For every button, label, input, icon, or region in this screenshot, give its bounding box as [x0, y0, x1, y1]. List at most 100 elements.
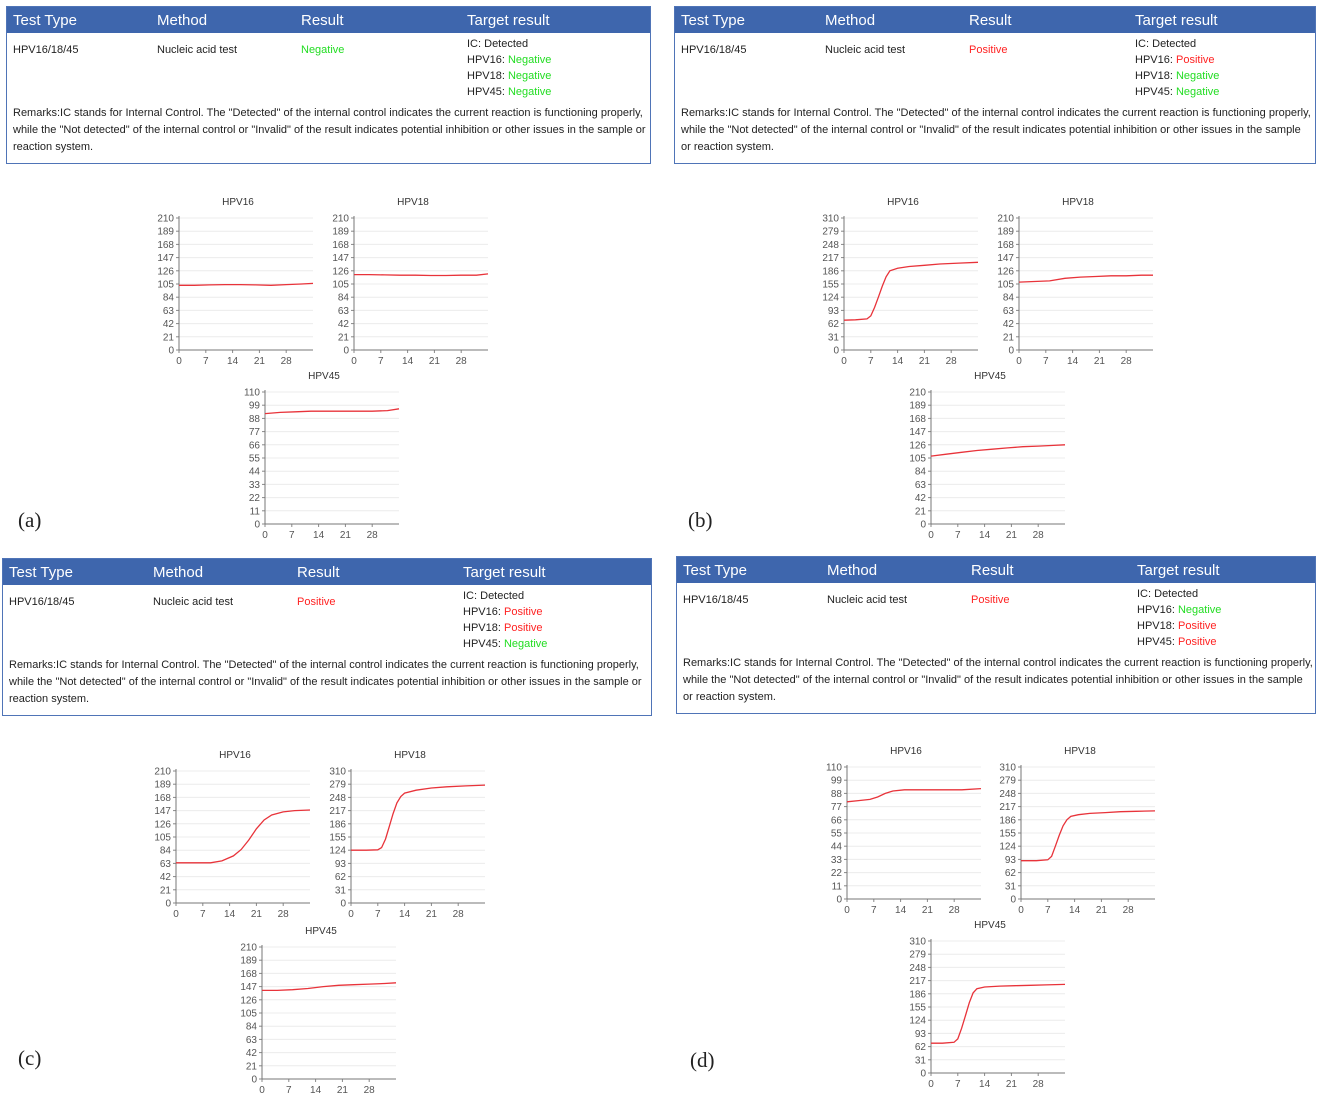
result-cell: Positive	[969, 44, 1008, 56]
x-tick-label: 28	[1033, 530, 1045, 541]
y-tick-label: 77	[249, 427, 261, 438]
amplification-chart: HPV45 0 11 22 33 44 55 66 77 88 99 110 0 7 14 21 28	[236, 368, 401, 541]
y-tick-label: 124	[822, 293, 839, 304]
target-name: HPV18:	[467, 70, 505, 82]
y-tick-label: 21	[163, 332, 175, 343]
y-tick-label: 168	[997, 240, 1014, 251]
y-tick-label: 147	[154, 806, 171, 817]
target-value: Positive	[1175, 54, 1215, 66]
x-tick-label: 21	[1006, 530, 1018, 541]
x-tick-label: 28	[281, 356, 293, 367]
y-tick-label: 147	[332, 253, 349, 264]
y-tick-label: 168	[909, 414, 926, 425]
y-tick-label: 84	[163, 293, 175, 304]
y-tick-label: 147	[240, 982, 257, 993]
y-tick-label: 0	[833, 346, 839, 357]
x-tick-label: 28	[1033, 1079, 1045, 1090]
target-result-item: IC: Detected	[1137, 586, 1221, 602]
y-tick-label: 42	[163, 319, 175, 330]
amplification-chart: HPV16 0 11 22 33 44 55 66 77 88 99 110 0 7 14 21 28	[818, 743, 983, 916]
amplification-chart: HPV18 0 31 62 93 124 155 186 217 248 279 310 0 7 14 21 2…	[322, 747, 487, 920]
y-tick-label: 168	[240, 969, 257, 980]
remarks-text: Remarks:IC stands for Internal Control. …	[9, 659, 642, 705]
x-tick-label: 28	[278, 909, 290, 920]
y-tick-label: 186	[999, 815, 1016, 826]
y-tick-label: 42	[246, 1048, 258, 1059]
x-tick-label: 21	[1006, 1079, 1018, 1090]
column-header: Test Type	[681, 12, 745, 29]
y-tick-label: 248	[329, 793, 346, 804]
target-name: HPV45:	[1137, 636, 1175, 648]
y-tick-label: 22	[249, 493, 261, 504]
target-result-item: HPV16: Negative	[1137, 602, 1221, 618]
x-tick-label: 7	[203, 356, 209, 367]
y-tick-label: 84	[1003, 293, 1015, 304]
amplification-curve	[1021, 810, 1156, 862]
x-tick-label: 14	[227, 356, 239, 367]
y-tick-label: 217	[822, 253, 839, 264]
column-header: Result	[969, 12, 1012, 29]
amplification-curve	[351, 784, 486, 851]
y-tick-label: 155	[909, 1003, 926, 1014]
y-tick-label: 105	[909, 454, 926, 465]
target-result-item: HPV16: Negative	[467, 52, 551, 68]
chart-svg: HPV16 0 11 22 33 44 55 66 77 88 99 110 0 7 14 21 28	[826, 746, 982, 916]
amplification-curve	[354, 273, 489, 277]
y-tick-label: 310	[999, 763, 1016, 774]
y-tick-label: 62	[915, 1042, 927, 1053]
y-tick-label: 44	[831, 842, 843, 853]
target-name: HPV16:	[463, 606, 501, 618]
y-tick-label: 126	[240, 995, 257, 1006]
target-name: IC:	[463, 590, 478, 602]
y-tick-label: 93	[335, 859, 347, 870]
x-tick-label: 0	[841, 356, 847, 367]
column-header: Target result	[467, 12, 550, 29]
result-cell: Negative	[301, 44, 345, 56]
panel-label: (a)	[18, 508, 42, 532]
x-tick-label: 14	[892, 356, 904, 367]
chart-svg: HPV45 0 21 42 63 84 105 126 147 168 189 210 0 7 14 21 28	[240, 926, 397, 1096]
target-value: Detected	[480, 590, 525, 602]
y-tick-label: 0	[920, 1069, 926, 1080]
y-tick-label: 42	[338, 319, 350, 330]
x-tick-label: 7	[286, 1085, 292, 1096]
x-tick-label: 28	[949, 905, 961, 916]
target-value: Negative	[1177, 604, 1222, 616]
target-result-item: HPV16: Positive	[463, 604, 547, 620]
x-tick-label: 7	[200, 909, 206, 920]
y-tick-label: 42	[1003, 319, 1015, 330]
report-header: Test Type Method Result Target result	[677, 557, 1315, 583]
target-result-item: HPV45: Negative	[1135, 84, 1219, 100]
chart-title: HPV16	[887, 197, 919, 208]
x-tick-label: 28	[1121, 356, 1133, 367]
x-tick-label: 7	[1045, 905, 1051, 916]
target-result-item: HPV18: Negative	[1135, 68, 1219, 84]
amplification-chart: HPV16 0 21 42 63 84 105 126 147 168 189 210 0 7 14 21 28	[150, 194, 315, 367]
x-tick-label: 28	[364, 1085, 376, 1096]
x-tick-label: 0	[928, 530, 934, 541]
x-tick-label: 21	[254, 356, 266, 367]
x-tick-label: 7	[375, 909, 381, 920]
target-result-item: IC: Detected	[467, 36, 551, 52]
chart-svg: HPV18 0 21 42 63 84 105 126 147 168 189 210 0 7 14 21 28	[997, 197, 1153, 367]
x-tick-label: 14	[310, 1085, 322, 1096]
x-tick-label: 14	[224, 909, 236, 920]
y-tick-label: 279	[999, 776, 1016, 787]
chart-svg: HPV16 0 21 42 63 84 105 126 147 168 189 210 0 7 14 21 28	[154, 750, 311, 920]
remarks-text: Remarks:IC stands for Internal Control. …	[681, 107, 1311, 153]
remarks-text: Remarks:IC stands for Internal Control. …	[13, 107, 646, 153]
y-tick-label: 84	[246, 1022, 258, 1033]
y-tick-label: 84	[160, 846, 172, 857]
column-header: Test Type	[683, 562, 747, 579]
y-tick-label: 63	[338, 306, 350, 317]
amplification-chart: HPV18 0 31 62 93 124 155 186 217 248 279 310 0 7 14 21 2…	[992, 743, 1157, 916]
chart-svg: HPV18 0 31 62 93 124 155 186 217 248 279 310 0 7 14 21 2…	[999, 746, 1156, 916]
x-tick-label: 14	[402, 356, 414, 367]
x-tick-label: 21	[337, 1085, 349, 1096]
x-tick-label: 14	[399, 909, 411, 920]
y-tick-label: 126	[157, 266, 174, 277]
y-tick-label: 126	[909, 440, 926, 451]
target-value: Negative	[507, 54, 552, 66]
result-cell: Positive	[971, 594, 1010, 606]
y-tick-label: 168	[154, 793, 171, 804]
